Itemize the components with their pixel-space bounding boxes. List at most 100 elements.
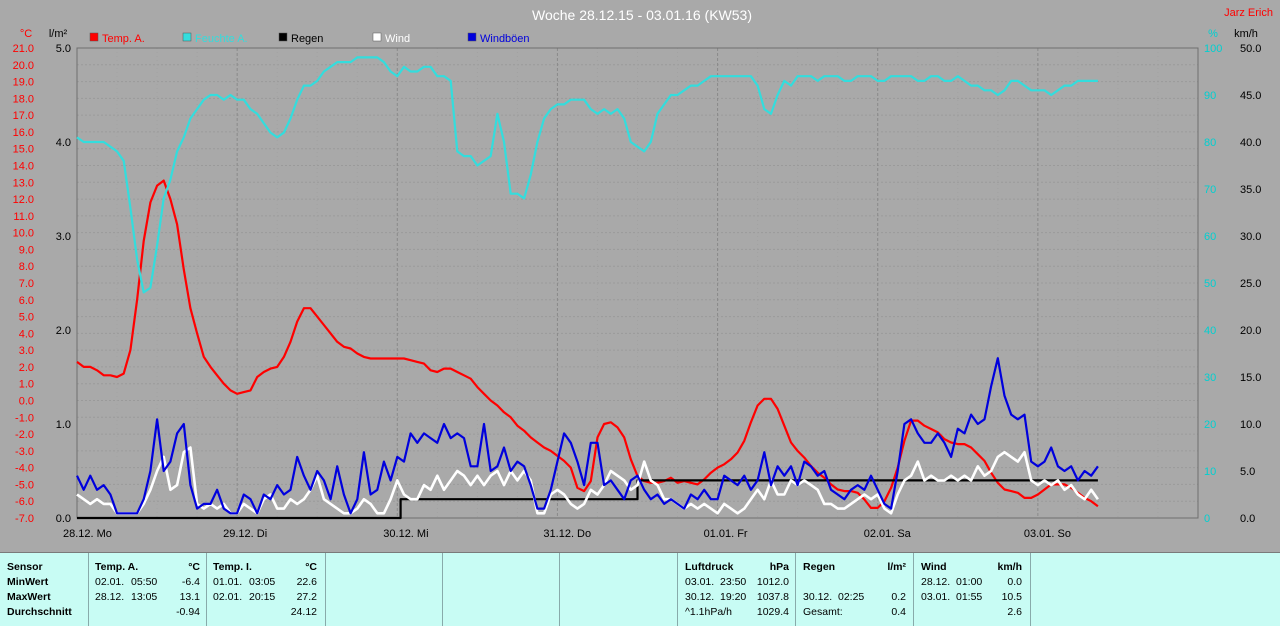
x-tick-label: 29.12. Di [223,528,267,540]
temp-tick-label: 7.0 [19,278,34,290]
temp-a-unit: °C [188,561,200,573]
temp-i-unit: °C [305,561,317,573]
temp-tick-label: 2.0 [19,362,34,374]
temp-tick-label: 6.0 [19,295,34,307]
rain-axis: 0.0 1.0 2.0 3.0 4.0 5.0 [56,43,71,525]
luftdruck-min-date: 03.01. [685,576,715,588]
x-axis-labels: 28.12. Mo 29.12. Di 30.12. Mi 31.12. Do 01.0… [63,528,1071,540]
luftdruck-header: Luftdruck [685,561,734,573]
regen-max-date: 30.12. [803,591,833,603]
wind-axis-unit: km/h [1234,28,1258,40]
temp-tick-label: -7.0 [15,513,34,525]
rain-axis-unit: l/m² [49,28,68,40]
empty-column-3 [559,553,677,626]
luftdruck-unit: hPa [769,561,789,573]
regen-column: Regen l/m² 30.12. 02:25 0.2 Gesamt: 0.4 [795,553,913,626]
temp-tick-label: 20.0 [13,60,34,72]
chart-title: Woche 28.12.15 - 03.01.16 (KW53) [532,7,752,23]
legend-label-0: Temp. A. [102,33,145,45]
temp-tick-label: 4.0 [19,328,34,340]
wind-min-value: 0.0 [1007,576,1022,588]
humidity-tick-label: 50 [1204,278,1216,290]
temp-tick-label: 5.0 [19,312,34,324]
temp-tick-label: 14.0 [13,161,34,173]
humidity-tick-label: 40 [1204,325,1216,337]
humidity-tick-label: 70 [1204,184,1216,196]
temp-axis-unit: °C [20,28,32,40]
temp-tick-label: -6.0 [15,496,34,508]
rain-tick-label: 5.0 [56,43,71,55]
temp-tick-label: 11.0 [13,211,34,223]
empty-column-2 [442,553,559,626]
temp-i-max-date: 02.01. [213,591,243,603]
temp-tick-label: 19.0 [13,77,34,89]
temp-tick-label: 12.0 [13,194,34,206]
temp-i-min-time: 03:05 [249,576,276,588]
temp-a-max-date: 28.12. [95,591,125,603]
series-line-1 [76,56,1098,294]
luftdruck-avg-value: 1029.4 [756,606,789,618]
temp-a-min-value: -6.4 [181,576,200,588]
temp-tick-label: 21.0 [13,43,34,55]
x-tick-label: 01.01. Fr [704,528,748,540]
wind-tick-label: 10.0 [1240,419,1261,431]
empty-column-4 [1030,553,1280,626]
temp-tick-label: 10.0 [13,228,34,240]
temp-tick-label: 16.0 [13,127,34,139]
temp-tick-label: 9.0 [19,244,34,256]
temp-i-min-value: 22.6 [296,576,317,588]
temp-i-max-value: 27.2 [296,591,317,603]
wind-tick-label: 40.0 [1240,137,1261,149]
regen-total-label: Gesamt: [803,606,843,618]
x-tick-label: 03.01. So [1024,528,1071,540]
series-line-4 [76,357,1099,515]
luftdruck-min-value: 1012.0 [756,576,789,588]
series-line-3 [76,446,1099,515]
temp-tick-label: 17.0 [13,110,34,122]
wind-avg-value: 2.6 [1007,606,1022,618]
humidity-tick-label: 10 [1204,466,1216,478]
temp-tick-label: -1.0 [15,412,34,424]
wind-tick-label: 30.0 [1240,231,1261,243]
temp-a-max-value: 13.1 [179,591,200,603]
plot-frame [76,47,1199,519]
luftdruck-column: Luftdruck hPa 03.01. 23:50 1012.0 30.12.… [677,553,795,626]
temp-a-min-time: 05:50 [131,576,158,588]
temp-tick-label: 8.0 [19,261,34,273]
luftdruck-min-time: 23:50 [720,576,747,588]
temp-i-column: Temp. I. °C 01.01. 03:05 22.6 02.01. 20:… [206,553,325,626]
temp-tick-label: -3.0 [15,446,34,458]
x-tick-label: 02.01. Sa [864,528,912,540]
temp-i-min-date: 01.01. [213,576,243,588]
wind-tick-label: 20.0 [1240,325,1261,337]
series-line-0 [76,179,1099,509]
regen-max-time: 02:25 [838,591,865,603]
legend-label-4: Windböen [480,33,530,45]
wind-unit: km/h [997,561,1022,573]
luftdruck-max-date: 30.12. [685,591,715,603]
wind-header: Wind [921,561,947,573]
luftdruck-max-value: 1037.8 [756,591,789,603]
wind-tick-label: 5.0 [1240,466,1255,478]
temp-tick-label: 15.0 [13,144,34,156]
temp-tick-label: -5.0 [15,479,34,491]
temp-a-column: Temp. A. °C 02.01. 05:50 -6.4 28.12. 13:… [88,553,206,626]
rain-tick-label: 3.0 [56,231,71,243]
series-line-2 [77,479,1098,520]
rain-tick-label: 2.0 [56,325,71,337]
regen-total-value: 0.4 [891,606,906,618]
row-label-avg: Durchschnitt [7,606,72,618]
humidity-tick-label: 0 [1204,513,1210,525]
x-tick-label: 30.12. Mi [383,528,428,540]
luftdruck-max-time: 19:20 [720,591,747,603]
temp-a-max-time: 13:05 [131,591,158,603]
row-label-max: MaxWert [7,591,51,603]
wind-min-date: 28.12. [921,576,951,588]
rain-tick-label: 0.0 [56,513,71,525]
regen-unit: l/m² [887,561,906,573]
temp-tick-label: 13.0 [13,177,34,189]
humidity-axis: 0 10 20 30 40 50 60 70 80 90 100 [1204,43,1222,525]
wind-max-value: 10.5 [1001,591,1022,603]
rain-tick-label: 4.0 [56,137,71,149]
legend-label-3: Wind [385,33,410,45]
